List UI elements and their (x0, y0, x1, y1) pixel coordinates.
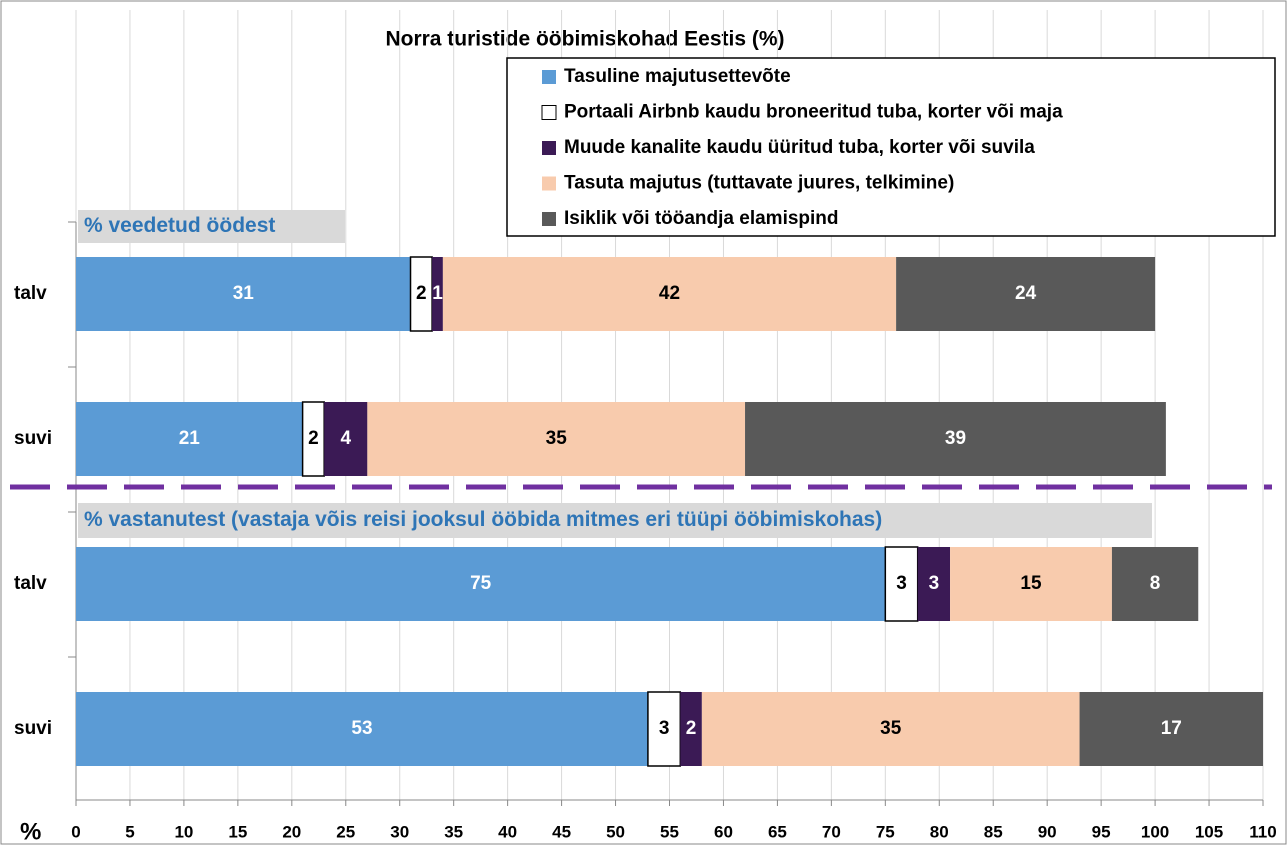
bar-segment (680, 692, 702, 766)
x-tick-label: 90 (1038, 822, 1057, 841)
legend-swatch (542, 70, 556, 84)
x-tick-label: 95 (1092, 822, 1111, 841)
legend-label: Muude kanalite kaudu üüritud tuba, korte… (564, 137, 1035, 158)
x-tick-label: 105 (1195, 822, 1223, 841)
legend-label: Tasuta majutus (tuttavate juures, telkim… (564, 173, 954, 194)
data-label: 24 (1015, 283, 1037, 304)
bar-segment (76, 402, 303, 476)
data-label: 35 (546, 428, 568, 449)
bar-segment (701, 692, 1080, 766)
legend-swatch (542, 176, 556, 191)
data-label: 2 (308, 428, 319, 449)
chart-title: Norra turistide ööbimiskohad Eestis (%) (385, 28, 784, 51)
bar-segment (324, 402, 368, 476)
x-tick-label: 35 (444, 822, 463, 841)
bar-segment (884, 546, 919, 622)
legend-swatch (541, 105, 557, 120)
category-label: suvi (14, 428, 52, 449)
x-tick-label: 60 (714, 822, 733, 841)
x-tick-label: 65 (768, 822, 787, 841)
bar-segment (896, 257, 1156, 331)
x-tick-label: 40 (498, 822, 517, 841)
bar-segment (76, 257, 411, 331)
bar-segment (76, 692, 648, 766)
data-label: 17 (1161, 718, 1182, 739)
category-label: talv (14, 573, 47, 594)
legend-box (506, 57, 1276, 237)
x-tick-label: 80 (930, 822, 949, 841)
x-tick-label: 15 (228, 822, 247, 841)
bar-segment (442, 257, 897, 331)
bar-segment (1079, 692, 1263, 766)
x-tick-label: 25 (336, 822, 355, 841)
category-label: talv (14, 283, 47, 304)
bar-segment (745, 402, 1166, 476)
group-label: % veedetud öödest (84, 214, 275, 237)
legend-swatch (542, 141, 556, 155)
x-tick-label: 85 (984, 822, 1003, 841)
data-label: 75 (470, 573, 492, 594)
data-label: 53 (351, 718, 372, 739)
data-label: 3 (929, 573, 940, 594)
category-label: suvi (14, 718, 52, 739)
x-tick-label: 110 (1249, 822, 1276, 841)
legend-label: Tasuline majutusettevõte (564, 66, 791, 87)
group-label-bg (78, 503, 1152, 538)
bar-segment (76, 547, 886, 621)
x-tick-label: 75 (876, 822, 895, 841)
data-label: 4 (340, 428, 351, 449)
data-label: 15 (1020, 573, 1042, 594)
bar-segment (1111, 547, 1199, 621)
data-label: 35 (880, 718, 902, 739)
x-tick-label: 10 (174, 822, 193, 841)
x-tick-label: 45 (552, 822, 571, 841)
legend-swatch (542, 212, 556, 226)
x-tick-label: 5 (125, 822, 134, 841)
data-label: 31 (233, 283, 255, 304)
data-label: 2 (416, 283, 427, 304)
group-label: % vastanutest (vastaja võis reisi jooksu… (84, 508, 882, 531)
data-label: 21 (179, 428, 201, 449)
bar-segment (367, 402, 746, 476)
x-tick-label: 20 (282, 822, 301, 841)
x-tick-label: 55 (660, 822, 679, 841)
x-tick-label: 0 (71, 822, 80, 841)
data-label: 2 (686, 718, 697, 739)
x-axis-label: % (20, 818, 41, 845)
data-label: 3 (896, 573, 907, 594)
legend-label: Portaali Airbnb kaudu broneeritud tuba, … (564, 102, 1063, 123)
data-label: 3 (659, 718, 670, 739)
data-label: 39 (945, 428, 966, 449)
bar-segment (917, 547, 951, 621)
x-tick-label: 70 (822, 822, 841, 841)
data-label: 8 (1150, 573, 1161, 594)
group-label-bg (78, 210, 345, 243)
x-tick-label: 30 (390, 822, 409, 841)
bar-segment (950, 547, 1112, 621)
x-tick-label: 50 (606, 822, 625, 841)
x-tick-label: 100 (1141, 822, 1169, 841)
legend-label: Isiklik või tööandja elamispind (564, 208, 839, 229)
data-label: 42 (659, 283, 680, 304)
data-label: 1 (432, 283, 443, 304)
bar-segment (432, 257, 443, 331)
